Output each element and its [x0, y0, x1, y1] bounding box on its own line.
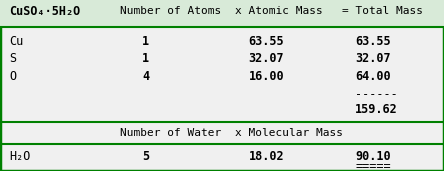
Text: O: O: [9, 70, 16, 83]
Text: Number of Water: Number of Water: [120, 128, 221, 138]
Text: =====: =====: [355, 160, 391, 171]
Text: x Molecular Mass: x Molecular Mass: [235, 128, 343, 138]
Text: ------: ------: [355, 88, 398, 101]
Text: 63.55: 63.55: [249, 35, 284, 48]
Bar: [0, 0, 444, 27]
Text: 159.62: 159.62: [355, 103, 398, 116]
Text: 90.10: 90.10: [355, 150, 391, 163]
Text: x Atomic Mass: x Atomic Mass: [235, 6, 323, 16]
Text: CuSO₄·5H₂O: CuSO₄·5H₂O: [9, 5, 80, 18]
Text: 63.55: 63.55: [355, 35, 391, 48]
Text: 32.07: 32.07: [355, 52, 391, 65]
Text: 4: 4: [142, 70, 149, 83]
Text: Number of Atoms: Number of Atoms: [120, 6, 221, 16]
Text: S: S: [9, 52, 16, 65]
Text: = Total Mass: = Total Mass: [342, 6, 423, 16]
Text: Cu: Cu: [9, 35, 23, 48]
Text: 5: 5: [142, 150, 149, 163]
Text: 1: 1: [142, 52, 149, 65]
Text: 18.02: 18.02: [249, 150, 284, 163]
Text: H₂O: H₂O: [9, 150, 30, 163]
Text: 64.00: 64.00: [355, 70, 391, 83]
Text: 16.00: 16.00: [249, 70, 284, 83]
Text: 32.07: 32.07: [249, 52, 284, 65]
Text: 1: 1: [142, 35, 149, 48]
